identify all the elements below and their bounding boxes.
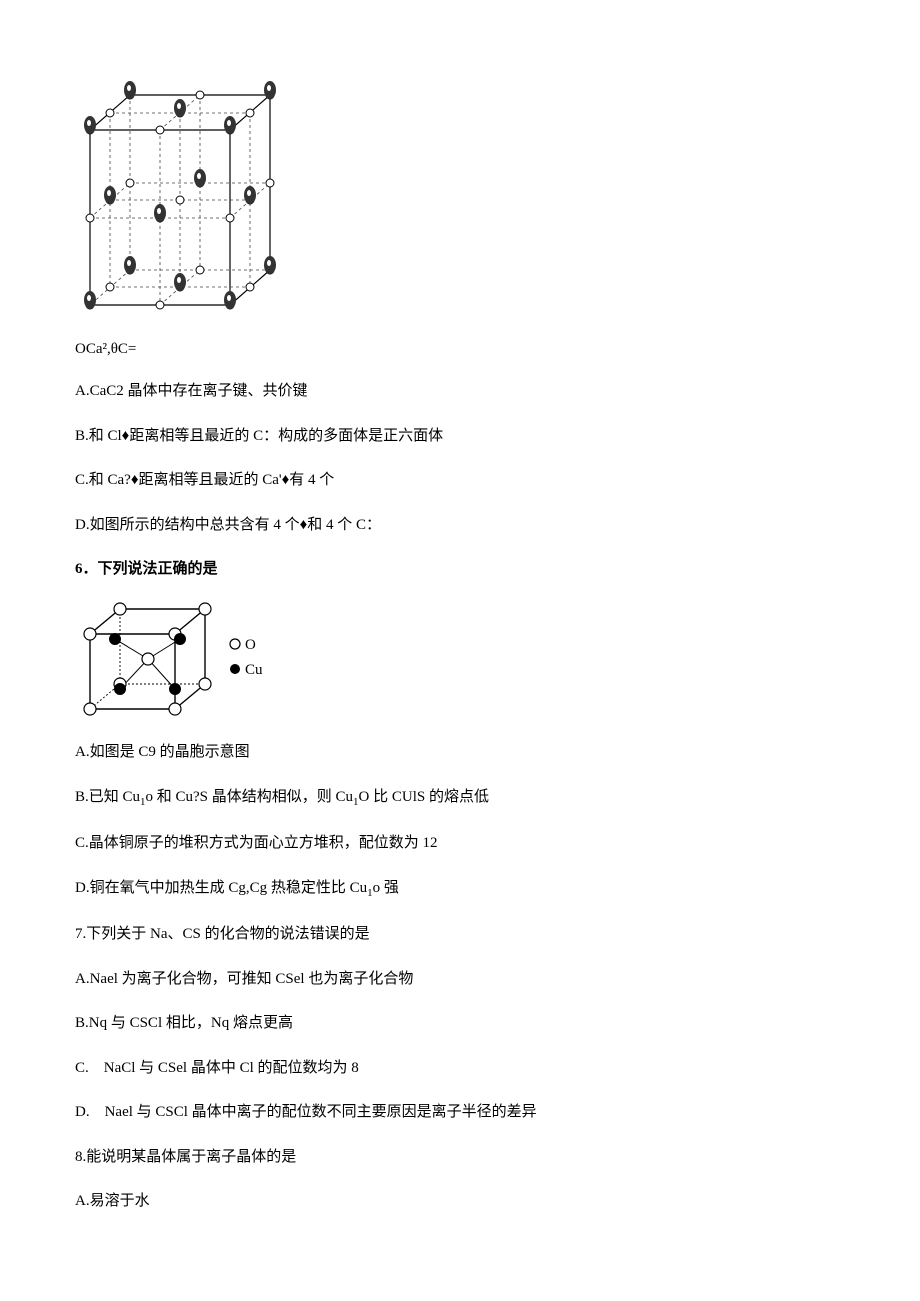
q7-option-a: A.Nael 为离子化合物，可推知 CSel 也为离子化合物 bbox=[75, 968, 845, 991]
q6-option-c: C.晶体铜原子的堆积方式为面心立方堆积，配位数为 12 bbox=[75, 832, 845, 855]
q8-header: 8.能说明某晶体属于离子晶体的是 bbox=[75, 1146, 845, 1169]
q5-option-d: D.如图所示的结构中总共含有 4 个♦和 4 个 C： bbox=[75, 514, 845, 537]
q6-option-d: D.铜在氧气中加热生成 Cg,Cg 热稳定性比 Cu1o 强 bbox=[75, 877, 845, 902]
q6-header: 6．下列说法正确的是 bbox=[75, 558, 845, 581]
cac2-crystal-diagram bbox=[75, 80, 845, 333]
q7-header: 7.下列关于 Na、CS 的化合物的说法错误的是 bbox=[75, 923, 845, 946]
q7-option-b: B.Nq 与 CSCl 相比，Nq 熔点更高 bbox=[75, 1012, 845, 1035]
cu2o-crystal-diagram: O Cu bbox=[75, 599, 845, 727]
legend-cu-label: Cu bbox=[245, 662, 263, 678]
q6-option-b: B.已知 Cu1o 和 Cu?S 晶体结构相似，则 Cu1O 比 CUlS 的熔… bbox=[75, 786, 845, 811]
q8-option-a: A.易溶于水 bbox=[75, 1190, 845, 1213]
q7-option-d: D. Nael 与 CSCl 晶体中离子的配位数不同主要原因是离子半径的差异 bbox=[75, 1101, 845, 1124]
q7-option-c: C. NaCl 与 CSel 晶体中 Cl 的配位数均为 8 bbox=[75, 1057, 845, 1080]
q6-option-a: A.如图是 C9 的晶胞示意图 bbox=[75, 741, 845, 764]
cu2o-svg: O Cu bbox=[75, 599, 295, 719]
legend-o-label: O bbox=[245, 637, 256, 653]
q5-option-c: C.和 Ca?♦距离相等且最近的 Ca'♦有 4 个 bbox=[75, 469, 845, 492]
q5-option-a: A.CaC2 晶体中存在离子键、共价键 bbox=[75, 380, 845, 403]
diagram1-caption: OCa²,θC= bbox=[75, 338, 845, 361]
q5-option-b: B.和 Cl♦距离相等且最近的 C：构成的多面体是正六面体 bbox=[75, 425, 845, 448]
cac2-svg bbox=[75, 80, 280, 325]
